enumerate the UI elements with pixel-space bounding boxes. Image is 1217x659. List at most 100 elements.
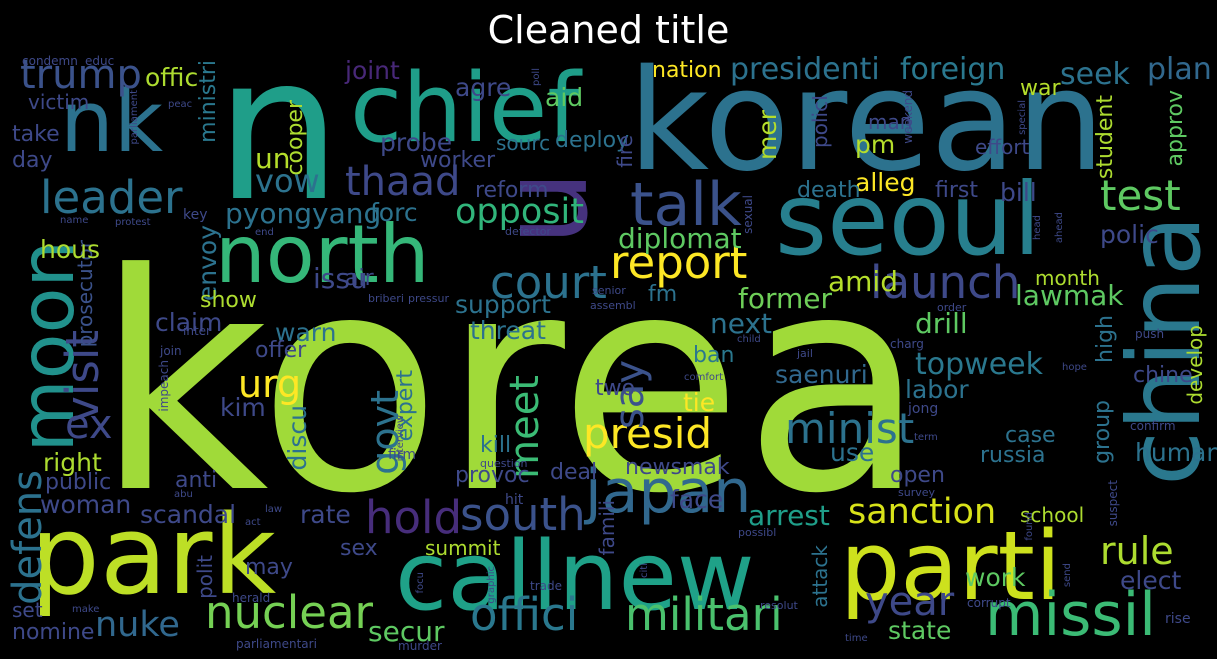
cloud-word: sourc [496, 131, 551, 155]
cloud-word: kill [480, 433, 512, 458]
cloud-word: sanction [848, 492, 997, 532]
cloud-word: minist [785, 404, 915, 453]
cloud-word: student [1093, 95, 1118, 180]
cloud-word: alleg [855, 168, 916, 197]
cloud-word: use [830, 438, 875, 467]
cloud-word: woman [40, 490, 132, 519]
cloud-word: joint [345, 56, 400, 85]
cloud-word: next [710, 307, 773, 340]
cloud-word: russia [980, 443, 1046, 468]
cloud-word: term [914, 432, 938, 443]
cloud-word: year [865, 579, 955, 625]
cloud-word: abu [174, 489, 193, 500]
cloud-word: policI [808, 95, 832, 148]
cloud-word: trump [20, 52, 142, 98]
cloud-word: newsmak [625, 455, 730, 480]
cloud-word: secur [368, 615, 445, 648]
cloud-word: former [738, 282, 833, 315]
cloud-word: japan [585, 457, 752, 527]
cloud-word: rule [1100, 529, 1174, 573]
cloud-word: opposit [455, 192, 584, 232]
cloud-word: n [215, 13, 342, 246]
cloud-word: saenuri [775, 360, 868, 389]
cloud-word: court [490, 256, 607, 309]
cloud-word: charg [890, 337, 924, 351]
cloud-word: test [1100, 171, 1181, 220]
cloud-word: callnew [395, 522, 755, 632]
cloud-word: fm [648, 282, 678, 307]
cloud-word: two [595, 376, 636, 401]
cloud-word: warn [275, 318, 337, 347]
cloud-word: launch [870, 256, 1021, 309]
cloud-word: head [1032, 215, 1043, 240]
cloud-word: found [1024, 512, 1035, 541]
cloud-word: park [30, 491, 277, 619]
cloud-word: citi [639, 563, 650, 578]
cloud-word: ex [65, 402, 113, 448]
cloud-word: effort [975, 135, 1030, 159]
cloud-word: human [1135, 438, 1217, 467]
cloud-word: parliament [129, 90, 140, 145]
cloud-word: develop [1183, 325, 1207, 405]
cloud-word: send [1062, 563, 1073, 588]
cloud-word: un [255, 142, 291, 175]
cloud-word: scandal [140, 500, 237, 529]
cloud-word: hit [505, 492, 524, 508]
cloud-word: forc [370, 198, 418, 227]
cloud-word: confirm [1130, 419, 1176, 433]
cloud-word: child [737, 334, 761, 345]
cloud-word: work [965, 563, 1026, 592]
cloud-word: agre [455, 73, 512, 102]
figure-title: Cleaned title [487, 8, 730, 52]
cloud-word: arrest [748, 499, 830, 532]
cloud-word: pyongyang [225, 197, 382, 230]
cloud-word: school [1020, 503, 1085, 527]
cloud-word: korean [628, 40, 1105, 203]
cloud-word: mer [753, 110, 782, 161]
cloud-word: educ [85, 54, 115, 68]
cloud-word: special [1017, 100, 1028, 135]
cloud-word: thaad [345, 159, 461, 205]
cloud-word: lawmak [1015, 279, 1124, 312]
cloud-word: bill [1000, 178, 1037, 207]
cloud-word: senior [592, 284, 626, 297]
cloud-word: nation [652, 58, 722, 83]
cloud-word: seek [1060, 57, 1130, 92]
cloud-word: jail [797, 347, 813, 360]
cloud-word: herald [232, 591, 271, 605]
cloud-word: survey [898, 486, 936, 499]
cloud-word: ban [693, 343, 735, 368]
cloud-word: condemn [22, 54, 78, 68]
cloud-word: probe [380, 128, 453, 157]
cloud-word: attack [808, 545, 832, 608]
cloud-word: vow [255, 162, 320, 200]
cloud-word: man [868, 110, 913, 134]
cloud-word: key [183, 207, 208, 223]
cloud-word: order [937, 301, 967, 314]
cloud-word: rise [1165, 611, 1191, 627]
cloud-word: sexual [741, 195, 755, 234]
cloud-word: show [200, 288, 257, 313]
cloud-word: approv [1163, 90, 1188, 167]
cloud-word: presidenti [730, 52, 880, 87]
cloud-word: support [455, 290, 551, 319]
cloud-word: rate [300, 500, 351, 529]
cloud-word: polic [1100, 220, 1159, 249]
cloud-word: hous [40, 235, 101, 264]
cloud-word: death [797, 178, 861, 203]
cloud-word: report [610, 236, 748, 289]
cloud-word: polit [193, 555, 217, 599]
cloud-word: impeach [157, 360, 171, 412]
cloud-word: set [12, 598, 43, 622]
cloud-word: deal [550, 460, 598, 485]
cloud-word: south [460, 488, 586, 541]
cloud-word: public [45, 470, 112, 495]
cloud-word: take [12, 122, 60, 147]
cloud-word: push [1135, 327, 1165, 341]
cloud-word: anti [175, 468, 218, 493]
cloud-word: comfort [684, 372, 724, 383]
cloud-word: drill [915, 307, 968, 340]
cloud-word: victim [28, 90, 90, 114]
